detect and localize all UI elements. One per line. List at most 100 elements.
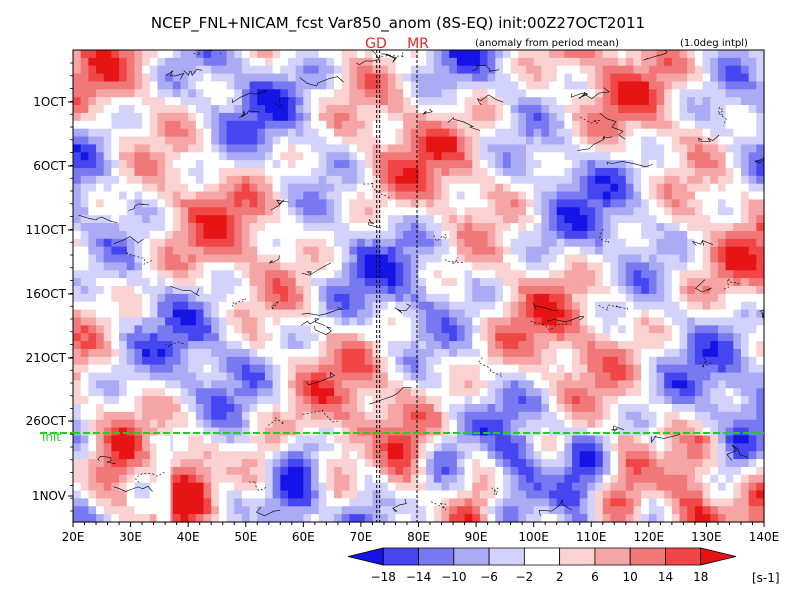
field-cell: [157, 317, 166, 326]
field-cell: [725, 65, 734, 75]
field-cell: [533, 57, 542, 67]
field-cell: [211, 278, 220, 287]
field-cell: [510, 128, 519, 138]
field-cell: [572, 317, 581, 326]
field-cell: [464, 160, 473, 169]
field-cell: [572, 325, 581, 334]
field-cell: [679, 207, 688, 216]
field-cell: [96, 50, 105, 59]
field-cell: [748, 168, 757, 177]
field-cell: [648, 427, 658, 437]
field-cell: [180, 120, 189, 130]
field-cell: [80, 152, 89, 161]
field-cell: [280, 65, 289, 75]
field-cell: [326, 168, 335, 177]
field-cell: [311, 97, 320, 106]
field-cell: [287, 278, 297, 287]
field-cell: [203, 380, 212, 389]
field-cell: [633, 191, 642, 201]
field-cell: [495, 168, 504, 177]
field-cell: [134, 238, 143, 248]
field-cell: [533, 89, 542, 98]
field-cell: [564, 120, 573, 130]
field-cell: [671, 168, 681, 177]
field-cell: [410, 372, 420, 381]
field-cell: [295, 459, 304, 468]
field-cell: [625, 286, 635, 295]
field-cell: [671, 199, 681, 208]
field-cell: [656, 136, 665, 145]
field-cell: [725, 270, 734, 279]
field-cell: [733, 443, 742, 452]
field-cell: [96, 230, 105, 240]
field-cell: [495, 175, 504, 185]
field-cell: [633, 254, 642, 263]
field-cell: [211, 348, 220, 358]
field-cell: [380, 286, 389, 295]
field-cell: [134, 317, 143, 326]
field-cell: [418, 348, 427, 358]
field-cell: [334, 270, 343, 279]
field-cell: [479, 474, 489, 484]
field-cell: [149, 105, 159, 114]
field-cell: [426, 388, 435, 397]
field-cell: [188, 144, 197, 153]
field-cell: [203, 81, 212, 90]
field-cell: [710, 474, 719, 484]
field-cell: [487, 356, 496, 366]
field-cell: [211, 419, 220, 429]
field-cell: [456, 160, 466, 169]
field-cell: [249, 81, 258, 90]
field-cell: [218, 466, 228, 476]
field-cell: [710, 356, 719, 366]
field-cell: [226, 246, 235, 256]
field-cell: [403, 427, 412, 437]
field-cell: [80, 270, 89, 279]
field-cell: [687, 380, 696, 389]
field-cell: [395, 301, 404, 311]
field-cell: [733, 254, 742, 263]
field-cell: [533, 466, 542, 476]
field-cell: [211, 97, 220, 106]
field-cell: [610, 168, 619, 177]
field-cell: [180, 419, 189, 429]
field-cell: [96, 301, 105, 311]
field-cell: [334, 57, 343, 67]
field-cell: [648, 152, 658, 161]
field-cell: [188, 396, 197, 405]
field-cell: [287, 411, 297, 421]
field-cell: [456, 466, 466, 476]
field-cell: [387, 333, 397, 342]
field-cell: [188, 81, 197, 90]
field-cell: [241, 262, 251, 271]
field-cell: [748, 427, 757, 437]
field-cell: [180, 325, 189, 334]
field-cell: [249, 286, 258, 295]
field-cell: [126, 278, 136, 287]
field-cell: [264, 341, 274, 350]
field-cell: [272, 73, 281, 83]
field-cell: [533, 50, 542, 59]
field-cell: [587, 443, 596, 452]
field-cell: [364, 333, 374, 342]
field-cell: [387, 152, 397, 161]
field-cell: [272, 128, 281, 138]
field-cell: [671, 105, 681, 114]
field-cell: [326, 97, 335, 106]
field-cell: [733, 435, 742, 444]
field-cell: [341, 286, 350, 295]
field-cell: [725, 230, 734, 240]
field-cell: [318, 301, 327, 311]
field-cell: [733, 144, 742, 153]
field-cell: [664, 293, 673, 303]
field-cell: [303, 246, 312, 256]
field-cell: [142, 364, 151, 374]
field-cell: [426, 105, 435, 114]
field-cell: [241, 160, 251, 169]
field-cell: [318, 65, 327, 75]
field-cell: [595, 411, 604, 421]
field-cell: [357, 333, 366, 342]
field-cell: [249, 97, 258, 106]
field-cell: [748, 238, 757, 248]
field-cell: [733, 57, 742, 67]
